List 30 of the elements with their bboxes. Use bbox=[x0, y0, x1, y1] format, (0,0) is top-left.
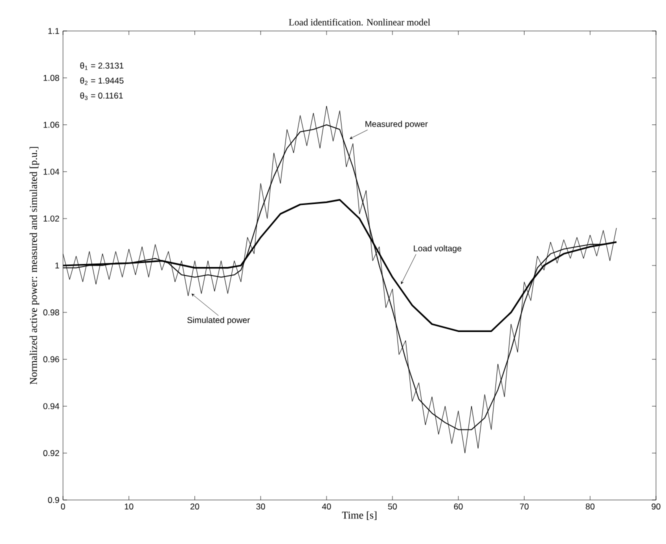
x-tick-label: 90 bbox=[652, 504, 660, 510]
x-tick-label: 80 bbox=[586, 504, 594, 510]
x-tick-label: 40 bbox=[322, 504, 331, 510]
annotation: θ$_{3}$ = 0.1161 bbox=[80, 92, 123, 100]
y-tick-label: 1.04 bbox=[44, 168, 60, 175]
x-tick-label: 0 bbox=[60, 504, 66, 510]
x-tick-label: 20 bbox=[190, 504, 200, 510]
x-axis-title: Time [s] bbox=[342, 511, 376, 520]
y-tick-label: 0.94 bbox=[43, 403, 60, 410]
annotation: θ$_{2}$ = 1.9445 bbox=[80, 77, 124, 85]
x-tick-label: 60 bbox=[454, 504, 463, 510]
y-axis-title: Normalized active power: measured and simulated [p.u.] bbox=[30, 147, 40, 384]
y-tick-label: 1.06 bbox=[44, 122, 60, 128]
y-tick-label: 0.92 bbox=[43, 450, 60, 456]
annotation: Simulated power bbox=[187, 316, 250, 325]
annotation: Measured power bbox=[366, 120, 428, 129]
annotation: Load voltage bbox=[414, 245, 462, 254]
y-tick-label: 0.96 bbox=[43, 356, 60, 362]
y-tick-label: 1.08 bbox=[44, 74, 60, 81]
y-tick-label: 0.9 bbox=[48, 496, 60, 503]
x-tick-label: 10 bbox=[124, 504, 134, 510]
y-tick-label: 0.98 bbox=[43, 309, 60, 316]
x-tick-label: 30 bbox=[256, 504, 266, 510]
y-tick-label: 1.1 bbox=[48, 28, 60, 34]
x-tick-label: 50 bbox=[388, 504, 397, 510]
y-tick-label: 1.02 bbox=[44, 216, 60, 222]
chart-title: Load identification. Nonlinear model bbox=[288, 18, 430, 26]
annotation: θ$_{1}$ = 2.3131 bbox=[80, 62, 124, 70]
x-tick-label: 70 bbox=[520, 504, 529, 510]
y-tick-label: 1 bbox=[55, 262, 60, 268]
